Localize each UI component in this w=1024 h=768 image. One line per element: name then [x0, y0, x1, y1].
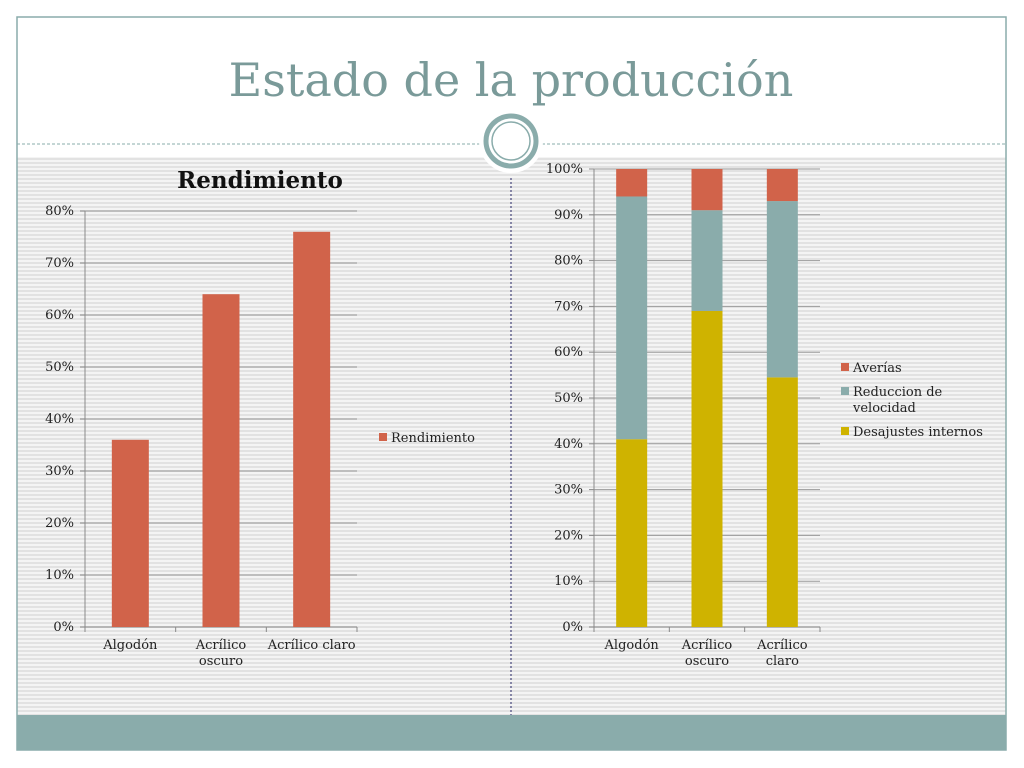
y-tick-label: 20% [45, 516, 74, 531]
y-tick-label: 0% [562, 620, 583, 635]
y-tick-label: 60% [554, 345, 583, 360]
y-tick-label: 60% [45, 308, 74, 323]
legend-swatch-rendimiento [379, 433, 387, 441]
y-tick-label: 80% [554, 254, 583, 269]
y-tick-label: 70% [554, 299, 583, 314]
bar-aver-as-1 [691, 169, 723, 211]
x-tick-label: Algodón [604, 638, 660, 653]
bar-reduccion-de-velocidad-2 [766, 201, 798, 378]
y-tick-label: 50% [45, 360, 74, 375]
y-tick-label: 20% [554, 528, 583, 543]
y-tick-label: 30% [45, 464, 74, 479]
bar-desajustes-internos-0 [616, 439, 648, 627]
bar-rendimiento-2 [293, 231, 331, 628]
y-tick-label: 10% [554, 574, 583, 589]
x-tick-label: Acrílico [195, 638, 247, 653]
x-tick-label: claro [766, 654, 799, 669]
bottom-accent-bar [17, 715, 1006, 750]
x-tick-label: oscuro [685, 654, 729, 669]
legend-label: Averías [852, 361, 902, 376]
bar-aver-as-0 [616, 169, 648, 197]
ornament-inner-ring [491, 121, 531, 161]
bar-desajustes-internos-2 [766, 377, 798, 627]
y-tick-label: 80% [45, 204, 74, 219]
y-tick-label: 30% [554, 483, 583, 498]
y-tick-label: 90% [554, 208, 583, 223]
rendimiento-chart: Rendimiento 0% 10% 20% 30% 40% 50% 60% 70% 80% Al… [45, 167, 475, 669]
x-tick-label: Acrílico [681, 638, 733, 653]
legend-label: Desajustes internos [853, 425, 983, 440]
y-tick-label: 100% [546, 162, 583, 177]
bar-desajustes-internos-1 [691, 310, 723, 627]
page-title: Estado de la producción [229, 53, 794, 107]
y-tick-label: 10% [45, 568, 74, 583]
x-tick-label: Algodón [102, 638, 158, 653]
y-tick-label: 70% [45, 256, 74, 271]
slide-frame [16, 16, 1007, 751]
legend-swatch-reduccion-de-velocidad [841, 387, 849, 395]
chart-title: Rendimiento [177, 167, 343, 194]
legend-label: Reduccion de [853, 385, 943, 400]
header-ornament [479, 109, 543, 173]
y-tick-label: 50% [554, 391, 583, 406]
bar-reduccion-de-velocidad-0 [616, 196, 648, 440]
y-tick-label: 40% [45, 412, 74, 427]
x-tick-label: Acrílico claro [267, 638, 356, 653]
bar-rendimiento-1 [202, 294, 240, 627]
x-tick-label: oscuro [199, 654, 243, 669]
y-tick-label: 0% [53, 620, 74, 635]
legend-swatch-aver-as [841, 363, 849, 371]
bar-reduccion-de-velocidad-1 [691, 210, 723, 311]
legend-label: velocidad [852, 401, 916, 416]
legend-swatch-desajustes-internos [841, 427, 849, 435]
x-tick-label: Acrílico [756, 638, 808, 653]
legend-label: Rendimiento [391, 431, 475, 446]
estado-stacked-chart: 0% 10% 20% 30% 40% 50% 60% 70% 80% 90% 100% Algodón… [546, 162, 983, 669]
bar-aver-as-2 [766, 169, 798, 202]
bar-rendimiento-0 [111, 439, 149, 627]
y-tick-label: 40% [554, 437, 583, 452]
